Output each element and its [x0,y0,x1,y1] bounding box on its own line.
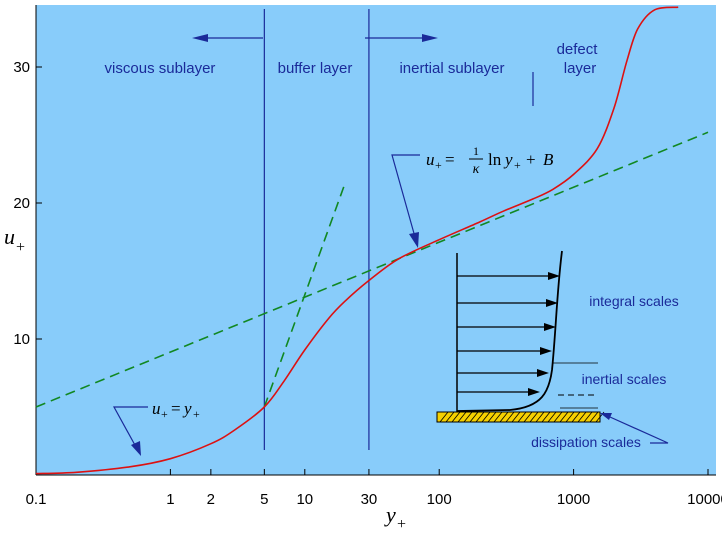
linear-law-asymptote [263,182,347,408]
x-tick-label: 1 [166,491,174,508]
viscous-sublayer-label: viscous sublayer [105,60,216,77]
hatch-line [457,411,467,423]
x-tick-label: 10 [296,491,313,508]
inset-velocity-arrows [457,272,560,396]
velocity-arrow-head [544,323,556,331]
x-ticks: 0.1 1 2 5 10 30 100 1000 10000 [26,469,722,508]
hatch-line [493,411,503,423]
y-tick-label: 20 [13,195,30,212]
x-tick-label: 2 [207,491,215,508]
x-axis-title: y + [384,502,406,533]
hatch-line [517,411,527,423]
log-law-kappa: κ [473,162,480,177]
hatch-line [541,411,551,423]
hatch-line [475,411,485,423]
hatch-line [565,411,575,423]
log-law-B: B [543,150,554,169]
y-tick-label: 10 [13,331,30,348]
hatch-line [445,411,455,423]
x-axis-title-sub: + [397,516,406,533]
hatch-line [439,411,449,423]
log-law-ln: ln [488,150,502,169]
mean-velocity-profile [35,6,679,475]
hatch-line [529,411,539,423]
hatch-line [463,411,473,423]
y-axis-title-u: u [4,224,15,249]
x-tick-label: 30 [361,491,378,508]
hatch-line [553,411,563,423]
scales-inset [436,250,605,423]
defect-layer-label-line2: layer [564,60,597,77]
dissipation-scales-label: dissipation scales [531,434,641,450]
x-tick-label: 1000 [557,491,590,508]
velocity-arrow-head [540,347,552,355]
hatch-line [505,411,515,423]
buffer-layer-label: buffer layer [278,60,353,77]
log-law-pointer [391,154,420,248]
y-axis-title-sub: + [16,239,25,256]
hatch-line [451,411,461,423]
hatch-line [559,411,569,423]
y-ticks: 10 20 30 [13,59,42,348]
inset-profile [456,250,563,412]
y-tick-label: 30 [13,59,30,76]
linear-law-pointer [112,406,148,456]
inertial-sublayer-label: inertial sublayer [399,60,504,77]
linear-law-u: u [152,399,161,418]
hatch-line [511,411,521,423]
y-axis-title: u + [4,224,25,256]
log-law-asymptote [35,131,709,408]
hatch-line [487,411,497,423]
left-region-arrow [192,34,263,42]
log-law-u: u [426,150,435,169]
log-law-u-sub: + [435,158,442,172]
linear-law-u-sub: + [161,407,168,421]
hatch-line [499,411,509,423]
linear-law-y: y [182,399,192,418]
integral-scales-label: integral scales [589,293,679,309]
hatch-line [589,411,599,423]
log-law-equation: u + = 1 κ ln y + + B [426,144,554,177]
right-region-arrow [365,34,438,42]
velocity-arrow-head [548,272,560,280]
x-axis-title-y: y [384,502,396,527]
log-law-plus: + [526,150,536,169]
defect-layer-label-line1: defect [557,41,599,58]
log-law-numerator: 1 [473,144,479,158]
hatch-line [577,411,587,423]
hatch-line [523,411,533,423]
velocity-arrow-head [546,299,558,307]
log-law-y-sub: + [514,158,521,172]
plot-background [36,5,716,475]
wall-hatch-lines [439,411,605,423]
linear-law-equation: u + = y + [152,399,200,421]
velocity-arrow-head [537,369,549,377]
x-tick-label: 10000 [687,491,722,508]
hatch-line [535,411,545,423]
log-law-y: y [503,150,513,169]
inertial-scales-label: inertial scales [582,371,667,387]
hatch-line [571,411,581,423]
velocity-arrow-head [528,388,540,396]
linear-law-equals: = [171,399,181,418]
x-tick-label: 5 [260,491,268,508]
hatch-line [469,411,479,423]
log-law-equals: = [445,150,455,169]
x-tick-label: 0.1 [26,491,47,508]
hatch-line [547,411,557,423]
dissipation-pointer [600,413,669,444]
x-tick-label: 100 [427,491,452,508]
linear-law-y-sub: + [193,407,200,421]
hatch-line [481,411,491,423]
hatch-line [583,411,593,423]
